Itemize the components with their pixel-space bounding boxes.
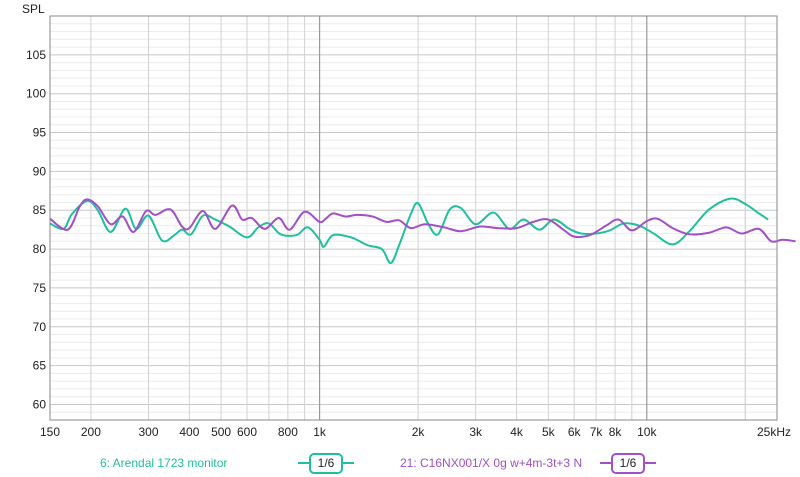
- x-tick-label: 6k: [568, 425, 582, 439]
- legend-item-c16nx001[interactable]: 21: C16NX001/X 0g w+4m-3t+3 N 1/6: [400, 453, 656, 474]
- plot-series: [49, 197, 796, 265]
- smoothing-badge-text-c16nx001: 1/6: [620, 456, 637, 470]
- x-tick-label: 150: [40, 425, 60, 439]
- x-tick-label: 400: [179, 425, 199, 439]
- y-tick-label: 100: [26, 87, 46, 101]
- x-tick-label: 200: [81, 425, 101, 439]
- y-axis-label: SPL: [22, 2, 45, 16]
- x-tick-label: 10k: [637, 425, 657, 439]
- x-tick-label: 600: [237, 425, 257, 439]
- x-axis-ticks: 150 200 300 400 500 600 800 1k 2k 3k 4k 5k 6k 7k 8k 10k…: [40, 425, 791, 439]
- x-tick-label: 500: [211, 425, 231, 439]
- x-tick-label: 7k: [590, 425, 604, 439]
- x-tick-label: 2k: [412, 425, 426, 439]
- y-tick-label: 75: [33, 281, 47, 295]
- y-tick-label: 90: [33, 164, 47, 178]
- y-tick-label: 70: [33, 320, 47, 334]
- grid: [50, 15, 777, 421]
- x-tick-label: 5k: [542, 425, 556, 439]
- y-tick-label: 65: [33, 359, 47, 373]
- plot-frame: [49, 15, 778, 421]
- legend-item-arendal[interactable]: 6: Arendal 1723 monitor 1/6: [100, 453, 354, 474]
- legend: 6: Arendal 1723 monitor 1/6 21: C16NX001…: [100, 453, 656, 474]
- x-tick-label: 4k: [510, 425, 524, 439]
- x-tick-label: 8k: [609, 425, 623, 439]
- x-tick-label: 3k: [469, 425, 483, 439]
- smoothing-badge-text-arendal: 1/6: [318, 456, 335, 470]
- series-line-c16nx001[interactable]: [49, 198, 796, 243]
- legend-label-arendal: 6: Arendal 1723 monitor: [100, 456, 227, 470]
- legend-label-c16nx001: 21: C16NX001/X 0g w+4m-3t+3 N: [400, 456, 582, 470]
- y-axis-ticks: 60 65 70 75 80 85 90 95 100 105: [26, 48, 46, 412]
- y-tick-label: 105: [26, 48, 46, 62]
- series-line-arendal[interactable]: [49, 197, 769, 265]
- y-tick-label: 85: [33, 203, 47, 217]
- y-tick-label: 60: [33, 397, 47, 411]
- y-tick-label: 80: [33, 242, 47, 256]
- x-tick-label: 1k: [313, 425, 327, 439]
- x-tick-label: 300: [138, 425, 158, 439]
- x-tick-label: 25kHz: [757, 425, 791, 439]
- y-tick-label: 95: [33, 126, 47, 140]
- x-tick-label: 800: [278, 425, 298, 439]
